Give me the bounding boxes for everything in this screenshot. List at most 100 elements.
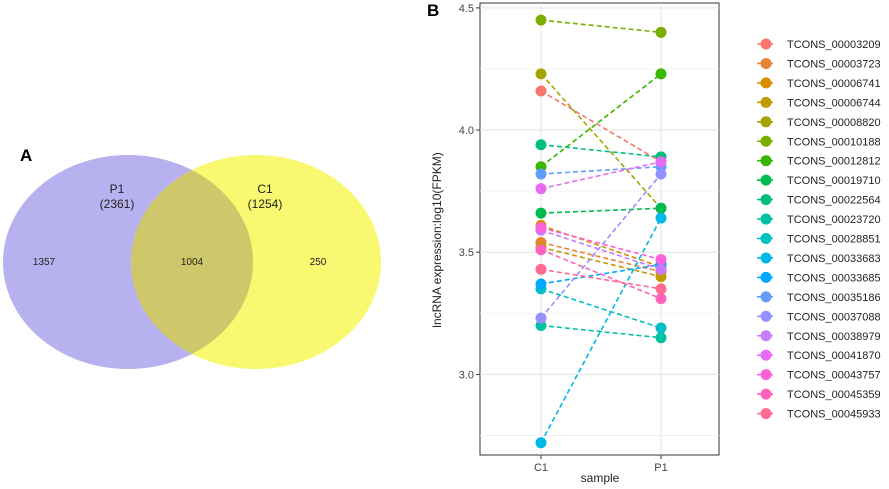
legend-key-point <box>760 291 772 303</box>
series-line <box>540 173 662 319</box>
series-point <box>535 263 547 275</box>
panel-label-b: B <box>427 1 439 20</box>
legend-key-point <box>760 408 772 420</box>
series-point <box>535 312 547 324</box>
legend-label: TCONS_00003723 <box>787 58 881 70</box>
legend-label: TCONS_00041870 <box>787 350 881 362</box>
venn-region-c1-only: 250 <box>310 257 327 268</box>
legend-label: TCONS_00033683 <box>787 253 881 265</box>
series-point <box>535 207 547 219</box>
series-point <box>655 263 667 275</box>
series-point <box>655 322 667 334</box>
series-line <box>540 249 662 300</box>
series-point <box>655 332 667 344</box>
legend-key-point <box>760 369 772 381</box>
venn-set-p1-total: (2361) <box>100 197 135 211</box>
series-line <box>540 207 662 214</box>
legend-label: TCONS_00043757 <box>787 370 881 382</box>
series-line <box>540 288 662 329</box>
series-point <box>655 212 667 224</box>
series-line <box>540 90 662 163</box>
series-layer <box>535 14 667 449</box>
legend-key-point <box>760 213 772 225</box>
y-tick-label: 3.5 <box>459 247 474 259</box>
legend-label: TCONS_00006744 <box>787 97 881 109</box>
series-point <box>655 168 667 180</box>
series-line <box>540 161 662 190</box>
series-point <box>655 283 667 295</box>
x-tick-label: P1 <box>654 462 667 474</box>
legend-key-point <box>760 96 772 108</box>
legend-key-point <box>760 330 772 342</box>
legend-label: TCONS_00023720 <box>787 214 881 226</box>
legend-key-point <box>760 388 772 400</box>
series-point <box>655 202 667 214</box>
series-line <box>540 19 662 34</box>
series-line <box>540 324 662 339</box>
y-tick-label: 4.5 <box>459 3 474 15</box>
series-point <box>655 254 667 266</box>
series-point <box>535 168 547 180</box>
plot-area <box>479 2 720 456</box>
series-point <box>535 68 547 80</box>
legend-key-point <box>760 38 772 50</box>
venn-set-c1-name: C1 <box>257 182 273 196</box>
series-line <box>540 268 662 290</box>
series-line <box>540 227 662 261</box>
series-point <box>655 26 667 38</box>
series-point <box>535 244 547 256</box>
legend-key-point <box>760 116 772 128</box>
y-axis-label: lncRNA expression:log10(FPKM) <box>430 152 444 327</box>
venn-region-p1-only: 1357 <box>33 257 56 268</box>
legend-label: TCONS_00037088 <box>787 311 881 323</box>
series-point <box>535 183 547 195</box>
legend-key-point <box>760 349 772 361</box>
series-point <box>535 139 547 151</box>
legend-label: TCONS_00008820 <box>787 117 881 129</box>
venn-panel: A P1 (2361) C1 (1254) 1357 1004 250 <box>3 146 381 369</box>
legend-label: TCONS_00035186 <box>787 292 881 304</box>
series-line <box>540 165 662 175</box>
legend-label: TCONS_00019710 <box>787 175 881 187</box>
legend-label: TCONS_00012812 <box>787 156 881 168</box>
legend-key-point <box>760 174 772 186</box>
series-line <box>540 241 662 273</box>
series-point <box>655 293 667 305</box>
legend-key-point <box>760 155 772 167</box>
legend-label: TCONS_00006741 <box>787 78 881 90</box>
x-axis-label: sample <box>581 471 620 485</box>
venn-region-both: 1004 <box>181 257 204 268</box>
legend-label: TCONS_00010188 <box>787 136 881 148</box>
x-axis: C1 P1 <box>534 455 668 474</box>
legend-label: TCONS_00045933 <box>787 409 881 421</box>
series-point <box>655 156 667 168</box>
venn-set-p1-name: P1 <box>110 182 125 196</box>
y-axis: 3.0 3.5 4.0 4.5 <box>459 3 480 381</box>
series-point <box>535 14 547 26</box>
legend-key-point <box>760 252 772 264</box>
y-tick-label: 4.0 <box>459 125 474 137</box>
series-line <box>540 224 662 268</box>
series-point <box>655 68 667 80</box>
legend-key-point <box>760 194 772 206</box>
legend-label: TCONS_00045359 <box>787 389 881 401</box>
legend-label: TCONS_00028851 <box>787 234 881 246</box>
legend-label: TCONS_00033685 <box>787 272 881 284</box>
legend-key-point <box>760 310 772 322</box>
y-tick-label: 3.0 <box>459 369 474 381</box>
legend-key-point <box>760 135 772 147</box>
legend-label: TCONS_00038979 <box>787 331 881 343</box>
series-line <box>540 246 662 278</box>
venn-overlap <box>131 155 253 369</box>
legend-key-point <box>760 57 772 69</box>
panel-label-a: A <box>20 146 32 165</box>
legend: TCONS_00003209 TCONS_00003723 TCONS_000067… <box>757 38 881 421</box>
series-line <box>540 73 662 168</box>
series-line <box>540 73 662 209</box>
legend-key-point <box>760 233 772 244</box>
series-point <box>535 437 547 449</box>
series-point <box>535 278 547 290</box>
x-tick-label: C1 <box>534 462 548 474</box>
legend-label: TCONS_00022564 <box>787 195 881 207</box>
series-line <box>540 217 662 444</box>
